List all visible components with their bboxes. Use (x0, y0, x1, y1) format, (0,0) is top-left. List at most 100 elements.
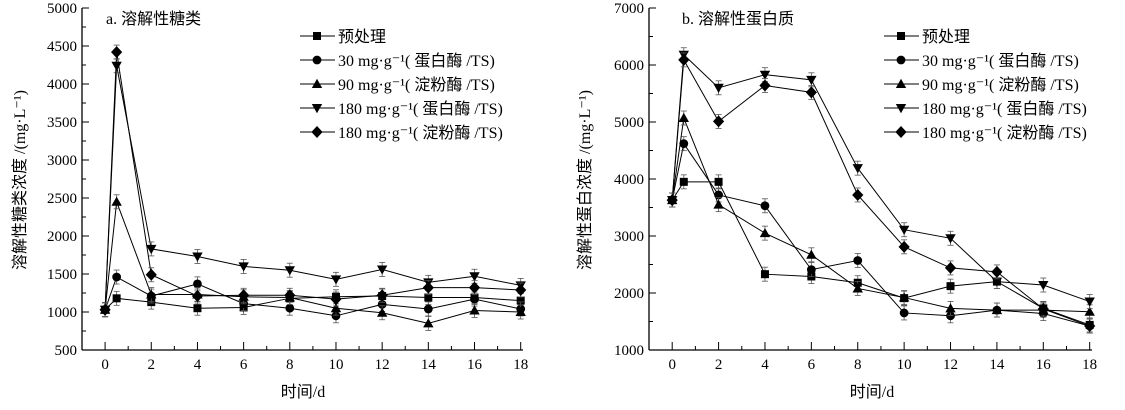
x-tick-label: 16 (1036, 357, 1052, 373)
legend-label: 180 mg·g⁻¹( 蛋白酶 /TS) (922, 100, 1087, 118)
data-point (192, 252, 203, 262)
x-tick-label: 12 (375, 357, 390, 373)
data-point (1084, 297, 1095, 307)
legend-entry: 预处理 (884, 28, 970, 46)
series-triangle-up (666, 110, 1095, 320)
data-point (945, 303, 956, 313)
y-tick-label: 4000 (47, 77, 77, 93)
legend-entry: 180 mg·g⁻¹( 淀粉酶 /TS) (300, 124, 503, 142)
data-point (284, 289, 296, 302)
series-line (104, 276, 521, 317)
series-line (104, 201, 521, 324)
x-tick-label: 10 (328, 357, 343, 373)
legend-marker (897, 32, 905, 40)
data-point (145, 268, 157, 281)
legend-label: 90 mg·g⁻¹( 淀粉酶 /TS) (922, 76, 1079, 94)
data-point (759, 79, 771, 92)
legend-marker (896, 55, 906, 65)
data-point (898, 240, 910, 253)
legend-entry: 180 mg·g⁻¹( 蛋白酶 /TS) (884, 100, 1087, 118)
legend-entry: 预处理 (300, 28, 386, 46)
y-tick-label: 2000 (614, 286, 644, 302)
legend-marker (895, 126, 907, 138)
data-point (713, 199, 724, 209)
legend-marker (312, 55, 322, 65)
series-triangle-up (99, 194, 526, 331)
legend-label: 30 mg·g⁻¹( 蛋白酶 /TS) (922, 52, 1079, 70)
chart-b-title: b. 溶解性蛋白质 (682, 10, 794, 28)
data-point (714, 190, 723, 200)
legend-marker (311, 126, 323, 138)
legend-label: 90 mg·g⁻¹( 淀粉酶 /TS) (338, 76, 495, 94)
data-point (193, 304, 202, 313)
y-tick-label: 4000 (614, 172, 644, 188)
data-point (1084, 306, 1095, 316)
data-point (678, 112, 689, 123)
y-tick-label: 5000 (614, 115, 644, 131)
data-point (805, 86, 817, 99)
data-point (468, 281, 481, 294)
data-point (284, 266, 296, 276)
data-point (1037, 302, 1049, 315)
x-tick-label: 14 (421, 357, 437, 373)
data-point (898, 292, 910, 302)
y-tick-label: 3000 (47, 153, 77, 169)
y-tick-label: 7000 (614, 1, 644, 17)
data-point (1084, 320, 1096, 333)
chart-a-xlabel: 时间/d (281, 383, 325, 401)
y-tick-label: 5000 (47, 1, 77, 17)
data-point (898, 225, 910, 235)
y-tick-label: 1000 (47, 305, 77, 321)
data-point (1038, 281, 1049, 291)
series-triangle-down (99, 58, 526, 318)
legend-marker (895, 78, 907, 88)
legend-label: 30 mg·g⁻¹( 蛋白酶 /TS) (338, 52, 495, 70)
legend-label: 预处理 (338, 28, 386, 46)
data-point (376, 307, 388, 317)
data-point (111, 196, 122, 206)
data-point (376, 265, 388, 275)
data-point (376, 289, 388, 302)
data-point (760, 270, 769, 279)
data-point (760, 201, 770, 211)
legend-entry: 90 mg·g⁻¹( 淀粉酶 /TS) (884, 76, 1079, 94)
data-point (470, 294, 479, 304)
chart-b-soluble-protein: b. 溶解性蛋白质 时间/d 溶解性蛋白浓度 /(mg·L⁻¹) 1000 200… (576, 1, 1097, 401)
data-point (146, 289, 157, 299)
y-tick-label: 3500 (47, 115, 77, 131)
data-point (193, 279, 202, 289)
data-point (330, 303, 342, 313)
data-point (330, 275, 342, 285)
data-point (946, 311, 955, 321)
series-diamond (99, 44, 527, 318)
data-point (424, 293, 433, 302)
data-point (759, 70, 771, 80)
data-point (469, 305, 480, 315)
data-point (759, 227, 771, 238)
data-point (238, 289, 250, 302)
x-tick-label: 18 (513, 357, 528, 373)
series-line (671, 116, 1090, 313)
data-point (806, 249, 817, 259)
legend-marker (311, 104, 323, 114)
data-point (712, 115, 725, 128)
x-tick-label: 6 (240, 357, 248, 373)
chart-a-title: a. 溶解性糖类 (106, 10, 201, 28)
data-point (853, 256, 863, 265)
legend-label: 180 mg·g⁻¹( 淀粉酶 /TS) (338, 124, 503, 142)
legend-label: 预处理 (922, 28, 970, 46)
chart-b-ylabel: 溶解性蛋白浓度 /(mg·L⁻¹) (576, 90, 594, 270)
x-tick-label: 8 (854, 357, 862, 373)
data-point (422, 281, 434, 294)
data-point (112, 272, 122, 282)
data-point (330, 293, 342, 306)
data-point (423, 304, 433, 314)
legend-label: 180 mg·g⁻¹( 淀粉酶 /TS) (922, 124, 1087, 142)
series-circle (667, 136, 1095, 334)
data-point (991, 277, 1003, 287)
data-point (469, 272, 480, 282)
x-tick-label: 16 (467, 357, 483, 373)
data-point (191, 290, 204, 303)
data-point (679, 139, 689, 149)
